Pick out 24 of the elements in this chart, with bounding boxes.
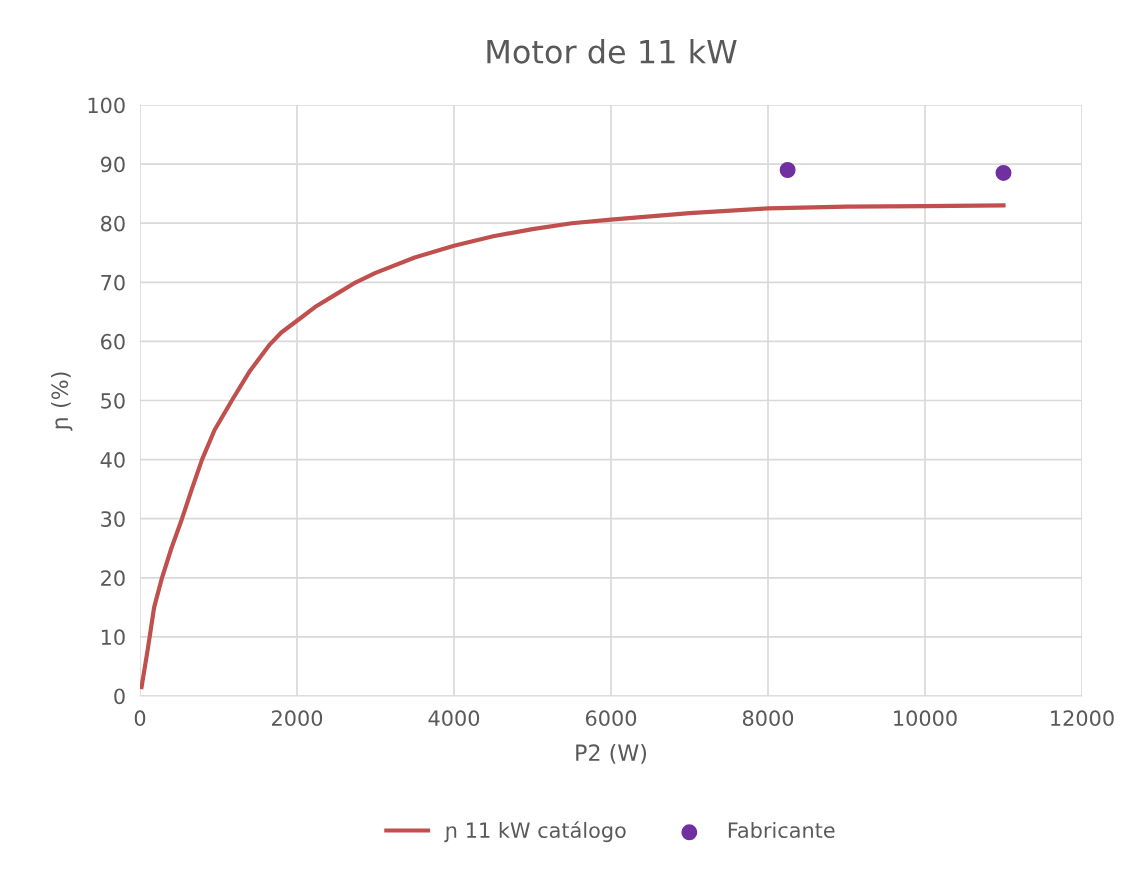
y-tick-label: 70 — [101, 274, 125, 291]
x-tick-label: 6000 — [585, 710, 637, 727]
y-tick-label: 60 — [101, 333, 125, 350]
y-tick-label: 10 — [101, 629, 125, 646]
y-axis-title: ɲ (%) — [50, 372, 73, 431]
chart-title: Motor de 11 kW — [487, 39, 737, 64]
x-tick-label: 12000 — [1051, 710, 1114, 727]
y-tick-label: 100 — [88, 97, 125, 114]
legend-label: Fabricante — [728, 821, 835, 839]
y-tick-label: 40 — [100, 452, 125, 468]
x-tick-label: 4000 — [428, 710, 480, 727]
x-tick-label: 10000 — [894, 710, 957, 727]
line-series — [140, 203, 1006, 690]
x-tick-label: 2000 — [272, 710, 323, 727]
x-tick-label: 0 — [134, 710, 146, 727]
y-tick-label: 50 — [101, 392, 125, 409]
y-tick-label: 80 — [101, 215, 125, 232]
legend-label: ɲ 11 kW catálogo — [444, 821, 626, 843]
y-tick-label: 30 — [101, 511, 125, 527]
x-tick-label: 8000 — [742, 710, 794, 727]
y-tick-label: 90 — [100, 156, 125, 173]
x-axis-title: P2 (W) — [576, 743, 647, 764]
y-tick-label: 0 — [114, 688, 125, 705]
y-tick-label: 20 — [101, 570, 125, 587]
